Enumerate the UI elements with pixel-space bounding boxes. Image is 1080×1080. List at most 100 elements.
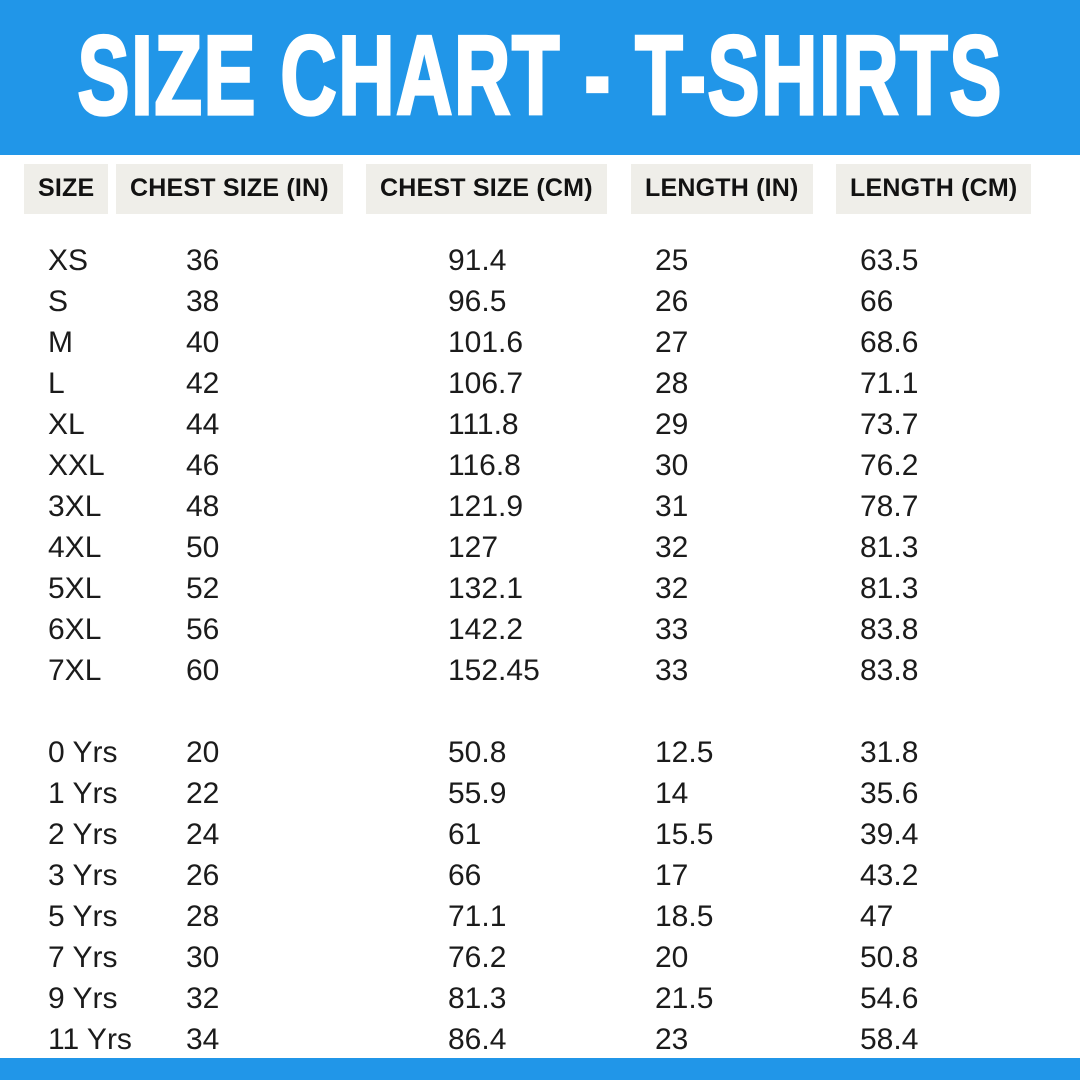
cell-size: S [48, 285, 69, 318]
cell-length-in: 31 [655, 490, 689, 523]
cell-size: 3 Yrs [48, 859, 118, 892]
table-row: 6XL 56 142.2 33 83.8 [0, 609, 1080, 650]
column-header-length-cm-label: LENGTH (CM) [836, 164, 1032, 214]
cell-length-cm: 66 [860, 285, 894, 318]
cell-chest-in: 48 [186, 490, 220, 523]
cell-length-in: 33 [655, 654, 689, 687]
cell-size: M [48, 326, 73, 359]
size-table-container: SIZE CHEST SIZE (IN) CHEST SIZE (CM) LEN… [0, 155, 1080, 1058]
cell-chest-cm: 116.8 [448, 449, 521, 482]
column-header-length-cm: LENGTH (CM) [830, 155, 1080, 223]
cell-chest-cm: 121.9 [448, 490, 524, 523]
cell-length-in: 23 [655, 1023, 689, 1056]
cell-chest-in: 44 [186, 408, 220, 441]
cell-length-in: 32 [655, 531, 689, 564]
cell-chest-in: 56 [186, 613, 220, 646]
column-header-length-in-label: LENGTH (IN) [631, 164, 813, 214]
table-row: 9 Yrs 32 81.3 21.5 54.6 [0, 978, 1080, 1019]
cell-length-in: 15.5 [655, 818, 714, 851]
cell-length-in: 25 [655, 244, 689, 277]
column-header-chest-in-label: CHEST SIZE (IN) [116, 164, 343, 214]
footer-bar [0, 1058, 1080, 1080]
cell-chest-cm: 55.9 [448, 777, 507, 810]
adult-sizes-group: XS 36 91.4 25 63.5 S 38 96.5 26 66 M 40 101.6 27 68.6 L… [0, 223, 1080, 691]
cell-chest-in: 40 [186, 326, 220, 359]
cell-chest-cm: 66 [448, 859, 482, 892]
spacer-row [0, 691, 1080, 732]
cell-size: 0 Yrs [48, 736, 118, 769]
table-spacer-group [0, 691, 1080, 732]
cell-length-cm: 39.4 [860, 818, 919, 851]
cell-length-cm: 81.3 [860, 531, 919, 564]
table-row: 3XL 48 121.9 31 78.7 [0, 486, 1080, 527]
column-header-length-in: LENGTH (IN) [625, 155, 830, 223]
cell-length-in: 12.5 [655, 736, 714, 769]
cell-length-in: 17 [655, 859, 689, 892]
cell-size: 5XL [48, 572, 102, 605]
table-row: 4XL 50 127 32 81.3 [0, 527, 1080, 568]
cell-chest-cm: 106.7 [448, 367, 524, 400]
cell-length-cm: 71.1 [860, 367, 919, 400]
table-row: 7 Yrs 30 76.2 20 50.8 [0, 937, 1080, 978]
cell-length-cm: 47 [860, 900, 894, 933]
cell-length-in: 21.5 [655, 982, 714, 1015]
cell-size: 6XL [48, 613, 102, 646]
cell-length-cm: 31.8 [860, 736, 919, 769]
cell-chest-cm: 91.4 [448, 244, 507, 277]
table-row: 1 Yrs 22 55.9 14 35.6 [0, 773, 1080, 814]
table-row: XS 36 91.4 25 63.5 [0, 223, 1080, 281]
cell-length-cm: 35.6 [860, 777, 919, 810]
column-header-chest-cm-label: CHEST SIZE (CM) [366, 164, 607, 214]
cell-chest-in: 46 [186, 449, 220, 482]
table-row: XXL 46 116.8 30 76.2 [0, 445, 1080, 486]
cell-chest-in: 38 [186, 285, 220, 318]
cell-chest-cm: 127 [448, 531, 499, 564]
cell-chest-in: 50 [186, 531, 220, 564]
cell-length-cm: 43.2 [860, 859, 919, 892]
cell-length-cm: 76.2 [860, 449, 919, 482]
cell-length-in: 29 [655, 408, 689, 441]
cell-length-cm: 83.8 [860, 654, 919, 687]
cell-length-cm: 58.4 [860, 1023, 919, 1056]
cell-length-in: 20 [655, 941, 689, 974]
cell-size: 1 Yrs [48, 777, 118, 810]
cell-length-cm: 78.7 [860, 490, 919, 523]
page-banner: SIZE CHART - T-SHIRTS [0, 0, 1080, 155]
cell-chest-cm: 76.2 [448, 941, 507, 974]
cell-chest-cm: 152.45 [448, 654, 540, 687]
cell-size: 2 Yrs [48, 818, 118, 851]
page-title: SIZE CHART - T-SHIRTS [76, 12, 1003, 138]
cell-chest-cm: 81.3 [448, 982, 507, 1015]
cell-chest-cm: 61 [448, 818, 482, 851]
cell-size: 9 Yrs [48, 982, 118, 1015]
cell-length-in: 32 [655, 572, 689, 605]
cell-size: XXL [48, 449, 105, 482]
cell-length-cm: 68.6 [860, 326, 919, 359]
table-header: SIZE CHEST SIZE (IN) CHEST SIZE (CM) LEN… [0, 155, 1080, 223]
cell-length-cm: 81.3 [860, 572, 919, 605]
table-row: 2 Yrs 24 61 15.5 39.4 [0, 814, 1080, 855]
cell-length-in: 33 [655, 613, 689, 646]
cell-size: 7XL [48, 654, 102, 687]
cell-length-in: 26 [655, 285, 689, 318]
cell-length-cm: 54.6 [860, 982, 919, 1015]
cell-size: 5 Yrs [48, 900, 118, 933]
cell-chest-in: 24 [186, 818, 220, 851]
header-row: SIZE CHEST SIZE (IN) CHEST SIZE (CM) LEN… [0, 155, 1080, 223]
cell-chest-cm: 101.6 [448, 326, 524, 359]
cell-size: 11 Yrs [48, 1023, 132, 1056]
cell-length-in: 28 [655, 367, 689, 400]
cell-size: 3XL [48, 490, 102, 523]
cell-chest-cm: 132.1 [448, 572, 524, 605]
cell-chest-cm: 111.8 [448, 408, 519, 441]
cell-length-in: 14 [655, 777, 689, 810]
cell-chest-in: 42 [186, 367, 220, 400]
table-row: 0 Yrs 20 50.8 12.5 31.8 [0, 732, 1080, 773]
cell-size: 7 Yrs [48, 941, 118, 974]
table-row: 3 Yrs 26 66 17 43.2 [0, 855, 1080, 896]
cell-size: XS [48, 244, 89, 277]
cell-chest-cm: 71.1 [448, 900, 507, 933]
cell-size: L [48, 367, 65, 400]
cell-chest-in: 20 [186, 736, 220, 769]
table-row: 5XL 52 132.1 32 81.3 [0, 568, 1080, 609]
